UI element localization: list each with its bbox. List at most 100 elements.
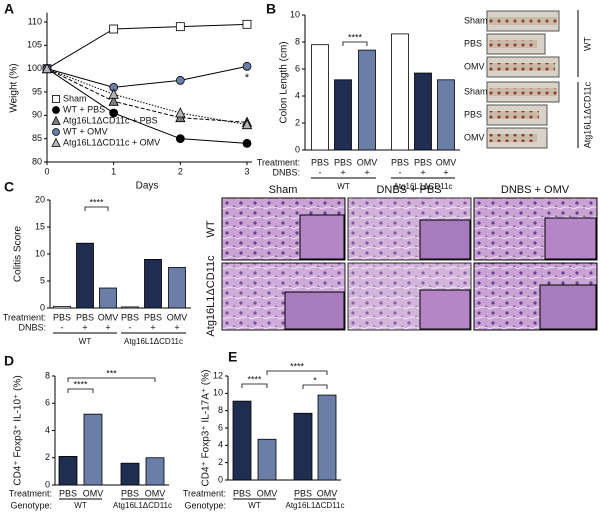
bar [414,72,432,151]
histology-row-label: Atg16L1ΔCD11c [205,255,217,337]
group-label: WT [79,337,92,346]
x-tick-label: 0 [44,166,49,176]
y-tick-label: 4 [295,90,300,100]
group-label: WT [248,501,261,510]
point [51,115,61,125]
row-title: Treatment: [257,157,300,167]
bar [144,258,162,309]
bar [121,306,139,309]
dnbs-label: - [319,167,322,177]
group-label: Atg16L1ΔCD11c [124,337,183,346]
significance-label: **** [73,379,88,389]
y-tick-label: 2 [218,457,223,467]
point [175,107,186,118]
significance-label: *** [106,368,117,378]
treatment-label: PBS [414,157,432,167]
dnbs-label: + [105,322,110,332]
dnbs-label: - [399,167,402,177]
y-tick-label: 0 [218,474,223,484]
y-tick-label: 4 [218,440,223,450]
bar [437,79,455,151]
y-tick-label: 100 [27,63,42,73]
legend-label: Atg16L1ΔCD11c + PBS [63,115,158,125]
point [175,134,185,144]
y-axis-label: CD4⁺ Foxp3⁺ IL-10⁺ (%) [13,375,24,485]
dnbs-label: + [82,322,87,332]
photo-label: PBS [464,109,482,119]
treatment-label: OMV [145,488,166,498]
y-tick-label: 80 [32,156,42,166]
y-tick-label: 2 [295,117,300,127]
group-label: Atg16L1ΔCD11c [113,501,172,510]
row-title: Treatment: [3,312,46,322]
significance-label: **** [348,32,363,42]
colon-photos [486,10,579,149]
photo-label: OMV [464,132,485,142]
y-tick-label: 95 [32,86,42,96]
panel-letter: E [228,349,237,365]
row-title: DNBS: [272,167,300,177]
legend-label: WT + OMV [63,126,108,136]
photo-label: Sham [464,86,488,96]
y-axis-label: Weight (%) [9,63,20,112]
line [46,65,248,88]
histology-images [221,197,598,331]
y-tick-label: 105 [27,40,42,50]
bar [391,33,409,151]
y-tick-label: 90 [32,110,42,120]
treatment-label: PBS [334,157,352,167]
treatment-label: PBS [76,312,94,322]
photo-label: PBS [464,38,482,48]
treatment-label: OMV [357,157,378,167]
line [46,68,248,126]
point [52,106,60,114]
bar [317,394,337,481]
y-tick-label: 6 [218,422,223,432]
histology-column-label: Sham [269,184,298,196]
point [109,108,119,118]
y-tick-label: 110 [28,16,42,26]
bar [53,305,71,309]
histology-column-label: DNBS + OMV [501,184,570,196]
bar [83,413,103,486]
dnbs-label: + [420,167,425,177]
treatment-label: PBS [53,312,71,322]
bar [358,49,376,151]
y-tick-label: 0 [40,302,45,312]
line [46,68,248,144]
y-tick-label: 15 [35,221,45,231]
panel-letter: D [4,353,14,369]
photo-label: Sham [464,15,488,25]
significance-bracket [266,370,328,375]
legend-label: WT + PBS [63,104,105,114]
bar [334,79,352,151]
significance-bracket [67,388,94,393]
significance-bracket [84,206,109,211]
point [175,75,185,85]
y-tick-label: 10 [213,388,223,398]
annotation: * [245,72,250,84]
significance-label: **** [247,374,262,384]
y-axis-label: Colitis Score [13,226,24,283]
y-tick-label: 10 [35,248,45,258]
x-tick-label: 2 [178,166,183,176]
y-tick-label: 4 [45,425,50,435]
treatment-label: PBS [233,488,251,498]
treatment-label: OMV [98,312,119,322]
dnbs-label: + [443,167,448,177]
treatment-label: OMV [436,157,457,167]
bar [293,412,313,481]
dnbs-label: - [61,322,64,332]
histology-row-label: WT [205,220,217,237]
line [46,68,248,123]
bar [58,455,78,486]
treatment-label: OMV [83,488,104,498]
significance-label: **** [290,361,305,371]
treatment-label: OMV [317,488,338,498]
y-tick-label: 20 [35,194,45,204]
point [242,61,252,71]
group-label: Atg16L1ΔCD11c [285,501,344,510]
significance-bracket [302,384,328,389]
photo-group-label: WT [582,37,592,51]
